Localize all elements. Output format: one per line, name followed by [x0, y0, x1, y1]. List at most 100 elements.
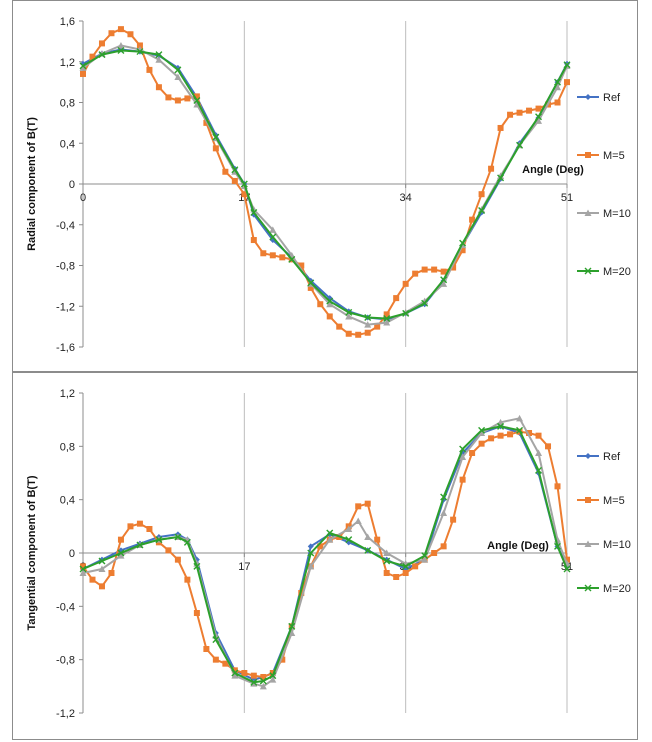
- data-point: [383, 556, 390, 563]
- data-point: [336, 323, 343, 330]
- data-point: [250, 678, 258, 686]
- series-m-5: [80, 26, 570, 338]
- data-point: [307, 279, 315, 287]
- data-point: [516, 141, 524, 149]
- data-point: [174, 73, 182, 81]
- legend-item: M=10: [577, 208, 631, 220]
- data-point: [354, 517, 362, 524]
- data-point: [79, 565, 87, 573]
- y-tick-label: -1,2: [56, 708, 75, 720]
- data-point: [117, 26, 124, 33]
- data-point: [259, 682, 267, 690]
- data-point: [516, 109, 523, 116]
- legend-label: M=10: [603, 539, 631, 551]
- data-point: [259, 677, 267, 685]
- data-point: [231, 177, 238, 184]
- legend-label: Ref: [603, 451, 621, 463]
- data-point: [545, 443, 552, 450]
- data-point: [585, 152, 591, 158]
- data-point: [241, 191, 248, 198]
- data-point: [563, 61, 571, 69]
- series-line: [82, 49, 568, 320]
- data-point: [326, 529, 334, 537]
- data-point: [136, 541, 144, 549]
- series-line: [82, 44, 568, 326]
- data-point: [497, 432, 504, 439]
- data-point: [165, 547, 172, 554]
- data-point: [526, 430, 533, 436]
- series-m-20: [79, 422, 571, 686]
- series-line: [82, 28, 568, 336]
- data-point: [450, 264, 457, 271]
- data-point: [393, 574, 400, 580]
- series-m-10: [79, 414, 571, 690]
- data-point: [345, 525, 353, 532]
- x-axis-label: Angle (Deg): [522, 164, 584, 176]
- data-point: [269, 226, 277, 233]
- data-point: [440, 543, 447, 550]
- legend: Ref M=5 M=10 M=20: [577, 92, 631, 278]
- data-point: [402, 309, 410, 317]
- data-point: [288, 622, 296, 630]
- data-point: [440, 276, 448, 284]
- data-point: [364, 321, 372, 328]
- legend: Ref M=5 M=10 M=20: [577, 451, 631, 595]
- data-point: [535, 117, 543, 124]
- data-point: [89, 576, 96, 583]
- data-point: [155, 56, 163, 63]
- y-tick-label: -1,2: [56, 301, 75, 313]
- y-tick-label: 1,6: [60, 16, 75, 28]
- data-point: [554, 542, 562, 550]
- data-point: [307, 284, 314, 291]
- data-point: [136, 42, 143, 49]
- data-point: [98, 556, 105, 563]
- data-point: [584, 267, 592, 275]
- data-point: [535, 113, 543, 121]
- legend-label: M=5: [603, 150, 625, 162]
- series-m-20: [79, 47, 571, 322]
- data-point: [155, 536, 163, 544]
- data-point: [136, 48, 144, 56]
- radial-chart-panel: 1,6 1,2 0,8 0,4 0 -0,4 -0,8 -1,2 -1,6 0 17 34 51 Angl…: [12, 0, 638, 372]
- data-point: [89, 53, 96, 60]
- data-point: [307, 549, 315, 557]
- data-point: [383, 319, 391, 326]
- data-point: [516, 414, 524, 422]
- data-point: [174, 533, 182, 541]
- data-point: [279, 656, 286, 663]
- data-point: [584, 209, 592, 216]
- data-point: [535, 449, 543, 456]
- data-point: [117, 552, 125, 559]
- data-point: [98, 565, 106, 572]
- data-point: [421, 556, 429, 563]
- data-point: [450, 516, 457, 523]
- data-point: [585, 497, 591, 503]
- data-point: [98, 583, 105, 590]
- series-m-5: [80, 428, 570, 680]
- data-point: [174, 66, 182, 74]
- data-point: [193, 93, 200, 100]
- data-point: [269, 676, 277, 683]
- legend-item: M=20: [577, 583, 631, 595]
- data-point: [478, 429, 486, 436]
- data-point: [564, 79, 570, 86]
- data-point: [345, 312, 353, 320]
- data-point: [459, 476, 466, 483]
- y-tick-label: 0,8: [60, 441, 75, 453]
- data-point: [364, 329, 371, 336]
- data-point: [383, 549, 391, 556]
- data-point: [563, 565, 571, 573]
- data-point: [98, 51, 106, 59]
- data-point: [440, 509, 448, 516]
- x-tick-label: 51: [561, 192, 573, 204]
- y-tick-label: -1,6: [56, 342, 75, 354]
- data-point: [584, 584, 592, 592]
- y-tick-label: -0,4: [56, 601, 75, 613]
- data-point: [402, 570, 409, 576]
- data-point: [136, 520, 143, 527]
- data-point: [174, 97, 181, 104]
- data-point: [222, 660, 229, 667]
- data-point: [459, 247, 466, 254]
